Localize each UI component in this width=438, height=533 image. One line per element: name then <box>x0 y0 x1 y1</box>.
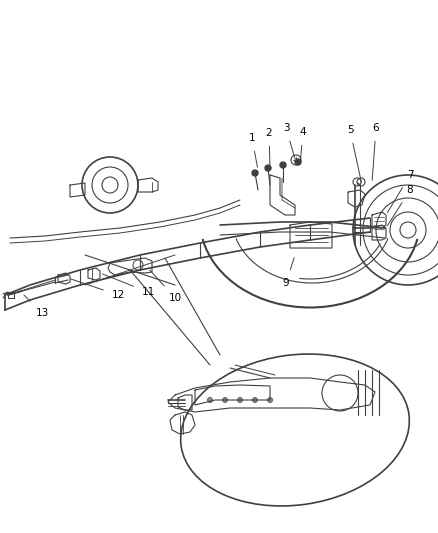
Text: 12: 12 <box>71 279 125 300</box>
Circle shape <box>295 159 301 165</box>
Text: 2: 2 <box>266 128 272 165</box>
Text: 3: 3 <box>283 123 295 159</box>
Circle shape <box>208 398 212 402</box>
Text: 9: 9 <box>283 257 294 288</box>
Text: 4: 4 <box>300 127 306 162</box>
Circle shape <box>265 165 271 171</box>
Text: 8: 8 <box>388 185 413 225</box>
Circle shape <box>223 398 227 402</box>
Circle shape <box>252 398 258 402</box>
Text: 1: 1 <box>249 133 258 167</box>
Text: 10: 10 <box>150 270 182 303</box>
Text: 13: 13 <box>24 295 49 318</box>
Circle shape <box>280 162 286 168</box>
Circle shape <box>252 170 258 176</box>
Circle shape <box>268 398 272 402</box>
Text: 11: 11 <box>102 274 155 297</box>
Text: 7: 7 <box>388 170 413 213</box>
Circle shape <box>237 398 243 402</box>
Text: 6: 6 <box>372 123 379 180</box>
Text: 5: 5 <box>347 125 361 182</box>
